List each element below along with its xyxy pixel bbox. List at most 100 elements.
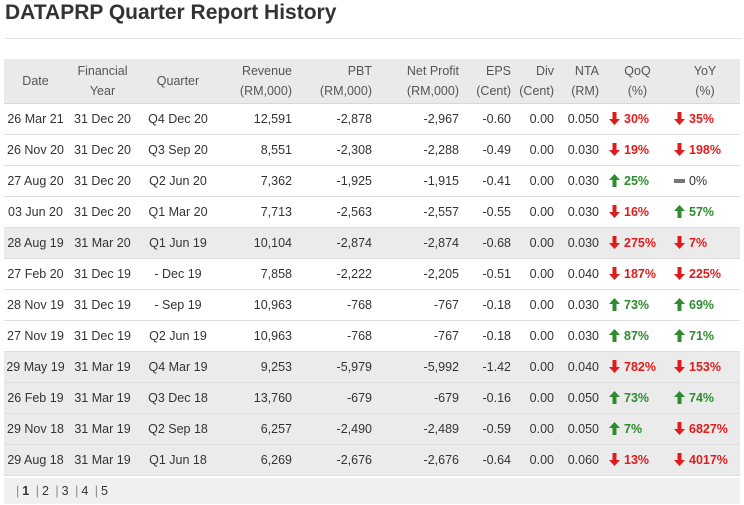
up-arrow-icon: [674, 390, 685, 404]
cell-quarter: Q4 Dec 20: [138, 103, 218, 135]
cell-div: 0.00: [515, 444, 557, 476]
cell-qoq: 7%: [605, 413, 670, 445]
page-link-5[interactable]: 5: [101, 484, 108, 498]
table-header-row: Date Financial Year Quarter Revenue (RM,00…: [4, 59, 740, 104]
table-row: 27 Nov 19 31 Dec 19 Q2 Jun 19 10,963 -768 -76…: [4, 320, 740, 352]
cell-qoq-value: 30%: [624, 111, 650, 126]
cell-revenue: 12,591: [218, 103, 298, 135]
table-row: 27 Feb 20 31 Dec 19- Dec 19 7,858 -2,222 -2,…: [4, 258, 740, 290]
cell-quarter: Q3 Sep 20: [138, 134, 218, 166]
col-header-date[interactable]: Date: [4, 59, 67, 104]
cell-div: 0.00: [515, 382, 557, 414]
cell-yoy: 153%: [670, 351, 740, 383]
cell-qoq: 16%: [605, 196, 670, 228]
up-arrow-icon: [674, 328, 685, 342]
cell-nta: 0.030: [557, 320, 605, 352]
cell-date: 03 Jun 20: [4, 196, 67, 228]
page-link-3[interactable]: 3: [61, 484, 69, 498]
cell-yoy: 198%: [670, 134, 740, 166]
col-header-div[interactable]: Div (Cent): [515, 59, 557, 104]
cell-yoy: 0%: [670, 165, 740, 197]
up-arrow-icon: [609, 328, 620, 342]
cell-yoy-value: 6827%: [689, 421, 728, 436]
cell-pbt: -1,925: [298, 165, 378, 197]
cell-eps: -0.49: [465, 134, 515, 166]
cell-quarter: Q3 Dec 18: [138, 382, 218, 414]
cell-date: 29 Aug 18: [4, 444, 67, 476]
page-link-4[interactable]: 4: [81, 484, 89, 498]
cell-date: 27 Nov 19: [4, 320, 67, 352]
cell-eps: -0.68: [465, 227, 515, 259]
col-header-net-profit[interactable]: Net Profit (RM,000): [378, 59, 465, 104]
cell-eps: -1.42: [465, 351, 515, 383]
cell-revenue: 10,963: [218, 320, 298, 352]
pagination-separator: |: [35, 484, 39, 498]
table-row: 27 Aug 20 31 Dec 20 Q2 Jun 20 7,362 -1,925 -1…: [4, 165, 740, 197]
col-header-eps[interactable]: EPS (Cent): [465, 59, 515, 104]
cell-net-profit: -2,874: [378, 227, 465, 259]
col-header-quarter[interactable]: Quarter: [138, 59, 218, 104]
cell-nta: 0.060: [557, 444, 605, 476]
cell-qoq: 19%: [605, 134, 670, 166]
cell-qoq-value: 187%: [624, 266, 656, 281]
cell-net-profit: -767: [378, 289, 465, 321]
up-arrow-icon: [609, 421, 620, 435]
col-header-revenue[interactable]: Revenue (RM,000): [218, 59, 298, 104]
down-arrow-icon: [609, 266, 620, 280]
col-header-financial-year[interactable]: Financial Year: [67, 59, 138, 104]
cell-qoq: 73%: [605, 382, 670, 414]
cell-pbt: -2,222: [298, 258, 378, 290]
cell-net-profit: -2,205: [378, 258, 465, 290]
cell-pbt: -2,308: [298, 134, 378, 166]
cell-div: 0.00: [515, 134, 557, 166]
cell-pbt: -679: [298, 382, 378, 414]
col-header-nta[interactable]: NTA (RM): [557, 59, 605, 104]
cell-financial-year: 31 Mar 19: [67, 413, 138, 445]
cell-nta: 0.050: [557, 103, 605, 135]
cell-yoy: 69%: [670, 289, 740, 321]
cell-date: 28 Aug 19: [4, 227, 67, 259]
down-arrow-icon: [674, 142, 685, 156]
page-link-2[interactable]: 2: [41, 484, 49, 498]
pagination-separator: |: [55, 484, 59, 498]
cell-qoq-value: 275%: [624, 235, 656, 250]
table-row: 03 Jun 20 31 Dec 20 Q1 Mar 20 7,713 -2,563 -2…: [4, 196, 740, 228]
cell-quarter: Q1 Mar 20: [138, 196, 218, 228]
down-arrow-icon: [674, 235, 685, 249]
cell-div: 0.00: [515, 320, 557, 352]
cell-revenue: 7,858: [218, 258, 298, 290]
cell-date: 29 Nov 18: [4, 413, 67, 445]
cell-pbt: -2,676: [298, 444, 378, 476]
up-arrow-icon: [674, 297, 685, 311]
cell-div: 0.00: [515, 196, 557, 228]
cell-qoq: 275%: [605, 227, 670, 259]
table-row: 26 Mar 21 31 Dec 20 Q4 Dec 20 12,591 -2,878-…: [4, 103, 740, 135]
cell-quarter: Q4 Mar 19: [138, 351, 218, 383]
cell-net-profit: -1,915: [378, 165, 465, 197]
down-arrow-icon: [674, 421, 685, 435]
cell-revenue: 7,713: [218, 196, 298, 228]
cell-net-profit: -679: [378, 382, 465, 414]
cell-qoq-value: 87%: [624, 328, 650, 343]
cell-revenue: 6,269: [218, 444, 298, 476]
cell-net-profit: -5,992: [378, 351, 465, 383]
cell-financial-year: 31 Dec 20: [67, 134, 138, 166]
cell-yoy: 6827%: [670, 413, 740, 445]
page-link-1[interactable]: 1: [22, 484, 30, 498]
col-header-qoq[interactable]: QoQ (%): [605, 59, 670, 104]
down-arrow-icon: [609, 111, 620, 125]
col-header-pbt[interactable]: PBT (RM,000): [298, 59, 378, 104]
cell-nta: 0.040: [557, 351, 605, 383]
cell-yoy: 71%: [670, 320, 740, 352]
cell-eps: -0.16: [465, 382, 515, 414]
cell-financial-year: 31 Mar 19: [67, 351, 138, 383]
cell-eps: -0.60: [465, 103, 515, 135]
cell-qoq: 187%: [605, 258, 670, 290]
cell-qoq: 73%: [605, 289, 670, 321]
down-arrow-icon: [609, 204, 620, 218]
quarter-report-table: Date Financial Year Quarter Revenue (RM,00…: [4, 59, 740, 476]
cell-div: 0.00: [515, 258, 557, 290]
table-row: 28 Nov 19 31 Dec 19- Sep 19 10,963 -768 -767…: [4, 289, 740, 321]
cell-eps: -0.41: [465, 165, 515, 197]
col-header-yoy[interactable]: YoY (%): [670, 59, 740, 104]
